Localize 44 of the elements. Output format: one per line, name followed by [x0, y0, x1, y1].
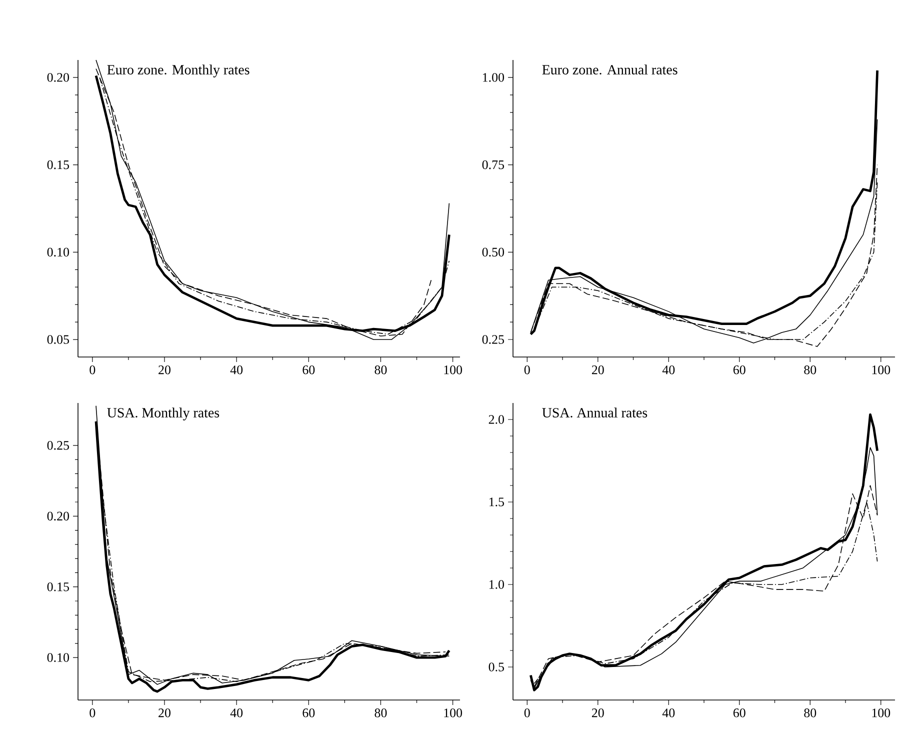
x-tick-label: 20: [592, 365, 604, 374]
chart-title: Euro zone. Monthly rates: [107, 64, 250, 78]
x-tick-label: 60: [733, 708, 746, 718]
x-tick-label: 100: [872, 708, 890, 718]
y-tick-label: 1.00: [482, 73, 504, 82]
x-tick-label: 100: [444, 708, 462, 718]
y-tick-label: 0.25: [47, 441, 69, 450]
x-tick-label: 40: [662, 365, 675, 374]
x-tick-label: 0: [90, 366, 96, 374]
x-tick-label: 60: [733, 365, 746, 374]
x-tick-label: 80: [374, 366, 387, 374]
y-tick-label: 0.75: [482, 160, 504, 170]
x-tick-label: 100: [872, 365, 890, 374]
x-tick-label: 20: [158, 708, 170, 718]
x-tick-label: 20: [158, 366, 170, 374]
y-tick-label: 0.5: [488, 662, 504, 672]
y-tick-label: 0.05: [47, 335, 69, 344]
x-tick-label: 80: [804, 708, 816, 718]
x-tick-label: 80: [804, 365, 816, 374]
y-tick-label: 0.50: [482, 248, 504, 257]
x-tick-label: 60: [302, 366, 315, 374]
y-tick-label: 2.0: [488, 415, 504, 424]
x-tick-label: 0: [90, 708, 96, 718]
y-tick-label: 0.10: [47, 653, 70, 662]
y-tick-label: 0.15: [47, 582, 69, 592]
y-tick-label: 0.10: [47, 248, 70, 257]
y-tick-label: 1.0: [489, 580, 504, 589]
x-tick-label: 40: [230, 366, 243, 374]
x-tick-label: 60: [302, 708, 315, 718]
x-tick-label: 20: [592, 708, 604, 718]
chart-title: USA. Annual rates: [542, 408, 648, 418]
x-tick-label: 80: [374, 708, 387, 718]
chart-title: USA. Monthly rates: [107, 408, 220, 420]
y-tick-label: 0.15: [47, 160, 69, 170]
x-tick-label: 40: [230, 708, 243, 718]
y-tick-label: 1.5: [489, 498, 504, 506]
x-tick-label: 0: [524, 708, 530, 718]
y-tick-label: 0.20: [47, 73, 70, 82]
y-tick-label: 0.20: [47, 512, 70, 521]
x-tick-label: 100: [444, 366, 462, 374]
y-tick-label: 0.25: [482, 335, 504, 344]
x-tick-label: 0: [524, 365, 530, 374]
chart-title: Euro zone. Annual rates: [542, 64, 678, 75]
x-tick-label: 40: [662, 708, 675, 718]
